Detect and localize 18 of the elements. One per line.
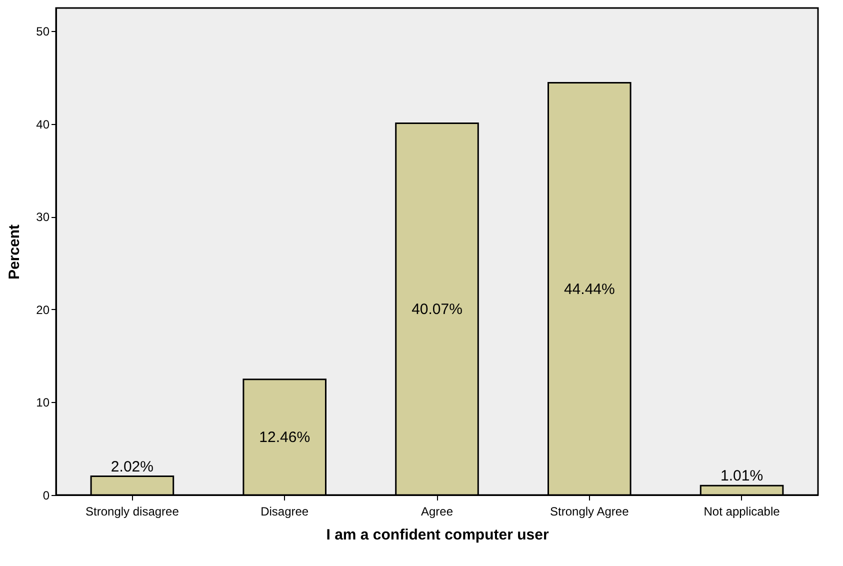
data-label: 1.01% [720,468,764,485]
y-tick-label: 40 [36,117,50,132]
y-tick-label: 10 [36,396,50,410]
x-tick-label: Disagree [260,504,309,518]
x-tick-label: Agree [420,504,454,518]
data-label: 2.02% [110,458,154,476]
data-label: 40.07% [412,301,462,318]
y-tick-label: 30 [36,210,50,224]
data-label: 12.46% [259,429,310,446]
y-tick-label: 0 [42,488,50,502]
x-tick-label: Strongly Agree [550,504,630,518]
x-tick-label: Strongly disagree [86,504,180,518]
data-label: 44.44% [564,280,615,298]
x-tick-label: Not applicable [704,504,780,518]
y-tick-label: 50 [36,24,50,39]
y-tick-label: 20 [36,302,50,317]
y-axis-title: Percent [6,224,24,280]
x-axis-title: I am a confident computer user [326,526,549,544]
